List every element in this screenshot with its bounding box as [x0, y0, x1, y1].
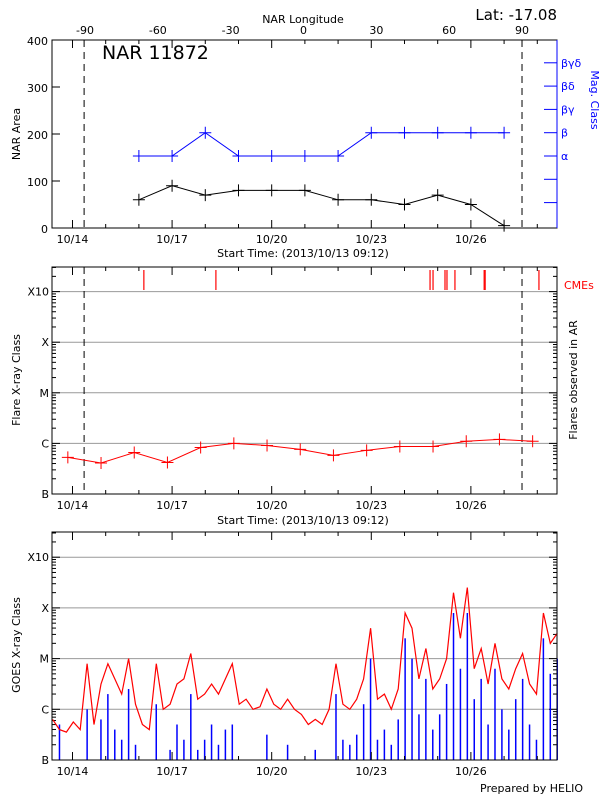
panel3-x-tick-label: 10/20 — [256, 765, 288, 778]
flare-point — [128, 446, 141, 459]
panel2-y-tick-label: C — [41, 437, 49, 450]
nar-area-point — [365, 193, 378, 206]
nar-area-point — [398, 198, 411, 211]
flare-point — [161, 456, 174, 469]
nar-area-point — [498, 219, 511, 232]
flare-point — [526, 435, 539, 448]
panel1-plot-frame — [51, 39, 558, 229]
flare-point — [194, 441, 207, 454]
panel1-y-tick-label: 400 — [27, 35, 48, 48]
panel1-x-tick-label: 10/26 — [455, 233, 487, 246]
panel3-y-tick-label: X — [41, 602, 49, 615]
nar-area-point — [265, 184, 278, 197]
panel3-ylabel: GOES X-ray Class — [10, 597, 23, 693]
panel3-y-tick-label: X10 — [27, 551, 49, 564]
flare-point — [294, 443, 307, 456]
panel2-y-tick-label: M — [40, 387, 50, 400]
longitude-tick-label: 90 — [515, 24, 529, 37]
panel2-y-tick-label: X — [41, 336, 49, 349]
mag-class-point — [199, 126, 212, 139]
longitude-tick-label: 0 — [300, 24, 307, 37]
mag-class-tick-label: βδ — [561, 80, 575, 93]
nar-area-point — [232, 184, 245, 197]
nar-area-point — [431, 189, 444, 202]
mag-class-tick-label: α — [561, 150, 568, 163]
panel1-ylabel: NAR Area — [10, 108, 23, 160]
goes-long-line — [52, 587, 558, 733]
panel2-plot-frame — [51, 266, 558, 495]
flare-point — [360, 444, 373, 457]
panel1-x-tick-label: 10/20 — [256, 233, 288, 246]
cme-label: CMEs — [564, 279, 594, 292]
mag-class-point — [398, 126, 411, 139]
flare-point — [261, 439, 274, 452]
panel2-x-tick-label: 10/20 — [256, 499, 288, 512]
flare-point — [427, 440, 440, 453]
mag-class-tick-label: β — [561, 127, 568, 140]
nar-area-point — [298, 184, 311, 197]
panel1-y-tick-label: 0 — [41, 223, 48, 236]
flare-point — [95, 456, 108, 469]
mag-class-point — [232, 150, 245, 162]
mag-class-point — [298, 150, 311, 162]
panel1-x-tick-label: 10/23 — [355, 233, 387, 246]
panel2-ylabel: Flare X-ray Class — [10, 334, 23, 426]
mag-class-tick-label: βγ — [561, 103, 575, 116]
panel3-x-tick-label: 10/23 — [355, 765, 387, 778]
longitude-tick-label: 30 — [369, 24, 383, 37]
nar-area-point — [332, 193, 345, 206]
panel3-x-tick-label: 10/14 — [57, 765, 89, 778]
latitude-label: Lat: -17.08 — [475, 6, 557, 24]
flare-point — [460, 435, 473, 448]
panel1-y-tick-label: 100 — [27, 176, 48, 189]
nar-area-line — [138, 185, 505, 227]
mag-class-tick-label: βγδ — [561, 57, 582, 70]
mag-class-point — [332, 150, 345, 162]
footer-credit: Prepared by HELIO — [480, 782, 583, 795]
panel2-x-tick-label: 10/26 — [455, 499, 487, 512]
flare-point — [327, 449, 340, 462]
flare-point — [61, 451, 74, 464]
flare-point — [493, 433, 506, 446]
top-axis-title: NAR Longitude — [262, 13, 344, 26]
longitude-tick-label: -60 — [149, 24, 167, 37]
panel3-x-tick-label: 10/26 — [455, 765, 487, 778]
panel2-y-tick-label: B — [41, 488, 49, 501]
panel1-y-tick-label: 200 — [27, 129, 48, 142]
nar-area-point — [166, 179, 179, 192]
flare-point — [227, 437, 240, 450]
panel2-x-tick-label: 10/23 — [355, 499, 387, 512]
panel2-x-tick-label: 10/17 — [156, 499, 188, 512]
nar-area-point — [132, 193, 145, 206]
panel1-y-tick-label: 300 — [27, 82, 48, 95]
longitude-tick-label: 60 — [442, 24, 456, 37]
flare-point — [393, 440, 406, 453]
panel3-y-tick-label: C — [41, 703, 49, 716]
mag-class-point — [431, 126, 444, 139]
mag-class-point — [265, 150, 278, 162]
panel1-x-tick-label: 10/17 — [156, 233, 188, 246]
mag-class-point — [464, 126, 477, 139]
mag-class-line — [138, 132, 505, 157]
region-title: NAR 11872 — [102, 42, 209, 64]
panel1-x-tick-label: 10/14 — [57, 233, 89, 246]
panel1-xlabel: Start Time: (2013/10/13 09:12) — [217, 247, 389, 260]
mag-class-point — [365, 126, 378, 139]
mag-class-point — [166, 150, 179, 162]
panel2-xlabel: Start Time: (2013/10/13 09:12) — [217, 514, 389, 527]
mag-class-point — [132, 150, 145, 162]
longitude-tick-label: -30 — [222, 24, 240, 37]
panel2-x-tick-label: 10/14 — [57, 499, 89, 512]
longitude-tick-label: -90 — [76, 24, 94, 37]
panel2-y-tick-label: X10 — [27, 286, 49, 299]
panel3-y-tick-label: B — [41, 754, 49, 767]
panel3-y-tick-label: M — [40, 653, 50, 666]
nar-area-point — [199, 189, 212, 202]
nar-area-point — [464, 198, 477, 211]
panel1-y2label: Mag. Class — [588, 70, 600, 129]
panel3-x-tick-label: 10/17 — [156, 765, 188, 778]
mag-class-point — [498, 126, 511, 139]
panel2-y2label: Flares observed in AR — [567, 320, 580, 440]
